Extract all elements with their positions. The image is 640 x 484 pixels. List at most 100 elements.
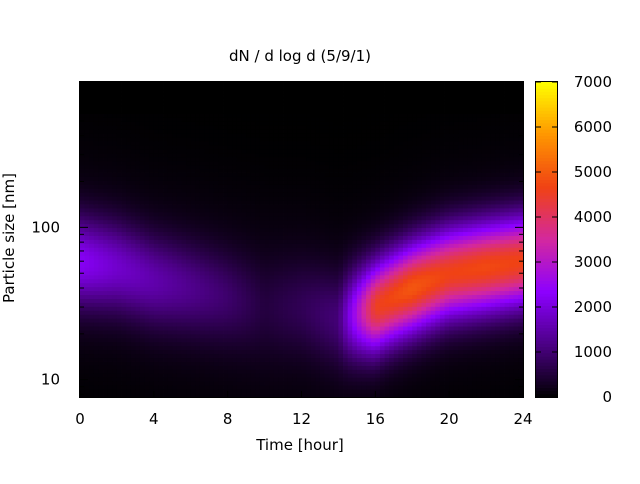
heatmap-cell <box>255 196 261 201</box>
heatmap-cell <box>301 141 307 146</box>
heatmap-cell <box>292 282 298 288</box>
heatmap-cell <box>107 133 113 138</box>
heatmap-cell <box>333 215 339 221</box>
heatmap-cell <box>80 235 86 240</box>
heatmap-cell <box>89 215 95 221</box>
heatmap-cell <box>186 341 192 347</box>
heatmap-cell <box>158 306 164 311</box>
heatmap-cell <box>366 310 372 315</box>
heatmap-cell <box>306 164 312 170</box>
heatmap-cell <box>93 137 99 142</box>
heatmap-cell <box>292 125 298 130</box>
heatmap-cell <box>80 357 86 362</box>
heatmap-cell <box>324 208 330 213</box>
heatmap-cell <box>278 298 284 303</box>
heatmap-cell <box>356 282 362 288</box>
heatmap-cell <box>273 353 279 359</box>
heatmap-cell <box>338 204 344 209</box>
heatmap-cell <box>112 188 118 193</box>
heatmap-cell <box>232 141 238 146</box>
heatmap-cell <box>163 389 169 394</box>
heatmap-cell <box>338 318 344 323</box>
heatmap-cell <box>176 172 182 177</box>
heatmap-cell <box>107 109 113 114</box>
y-axis-label: Particle size [nm] <box>0 173 18 303</box>
heatmap-cell <box>153 160 159 166</box>
heatmap-cell <box>356 259 362 264</box>
heatmap-cell <box>343 148 349 154</box>
heatmap-cell <box>301 381 307 386</box>
heatmap-cell <box>223 113 229 118</box>
heatmap-cell <box>213 381 219 386</box>
heatmap-cell <box>292 353 298 359</box>
heatmap-cell <box>130 306 136 311</box>
heatmap-cell <box>190 393 196 398</box>
heatmap-cell <box>269 85 275 91</box>
heatmap-cell <box>324 145 330 150</box>
heatmap-cell <box>278 200 284 205</box>
heatmap-cell <box>190 345 196 351</box>
heatmap-cell <box>149 298 155 303</box>
heatmap-cell <box>255 160 261 166</box>
heatmap-cell <box>116 306 122 311</box>
heatmap-cell <box>139 192 145 197</box>
heatmap-cell <box>356 109 362 114</box>
heatmap-cell <box>301 306 307 311</box>
heatmap-cell <box>218 306 224 311</box>
heatmap-cell <box>149 306 155 311</box>
heatmap-cell <box>190 180 196 185</box>
heatmap-cell <box>186 278 192 284</box>
heatmap-cell <box>121 251 127 256</box>
heatmap-cell <box>352 326 358 331</box>
heatmap-cell <box>84 129 90 134</box>
heatmap-cell <box>158 85 164 91</box>
heatmap-cell <box>93 271 99 276</box>
heatmap-cell <box>149 223 155 229</box>
heatmap-cell <box>310 235 316 240</box>
heatmap-cell <box>269 345 275 351</box>
heatmap-cell <box>324 349 330 355</box>
heatmap-cell <box>172 271 178 276</box>
heatmap-cell <box>176 385 182 390</box>
heatmap-cell <box>296 168 302 173</box>
heatmap-cell <box>218 196 224 201</box>
heatmap-cell <box>93 82 99 87</box>
heatmap-cell <box>356 121 362 126</box>
heatmap-cell <box>218 251 224 256</box>
heatmap-cell <box>112 180 118 185</box>
heatmap-cell <box>149 341 155 347</box>
heatmap-cell <box>278 160 284 166</box>
heatmap-cell <box>241 192 247 197</box>
heatmap-cell <box>204 176 210 181</box>
heatmap-cell <box>356 251 362 256</box>
heatmap-cell <box>343 389 349 394</box>
heatmap-cell <box>227 267 233 272</box>
heatmap-cell <box>278 369 284 374</box>
heatmap-cell <box>199 85 205 91</box>
heatmap-cell <box>329 145 335 150</box>
heatmap-cell <box>324 294 330 299</box>
heatmap-cell <box>89 223 95 229</box>
heatmap-cell <box>283 263 289 268</box>
heatmap-cell <box>172 141 178 146</box>
heatmap-cell <box>126 208 132 213</box>
heatmap-cell <box>241 282 247 288</box>
heatmap-cell <box>158 129 164 134</box>
heatmap-cell <box>319 137 325 142</box>
heatmap-cell <box>273 259 279 264</box>
heatmap-cell <box>356 353 362 359</box>
heatmap-cell <box>296 337 302 343</box>
heatmap-cell <box>283 337 289 343</box>
heatmap-cell <box>84 243 90 248</box>
heatmap-cell <box>356 113 362 118</box>
heatmap-cell <box>269 160 275 166</box>
heatmap-cell <box>324 113 330 118</box>
heatmap-cell <box>361 247 367 252</box>
heatmap-cell <box>172 278 178 284</box>
heatmap-cell <box>163 243 169 248</box>
heatmap-cell <box>278 196 284 201</box>
heatmap-cell <box>301 231 307 236</box>
heatmap-cell <box>333 357 339 362</box>
heatmap-cell <box>176 318 182 323</box>
heatmap-cell <box>163 235 169 240</box>
